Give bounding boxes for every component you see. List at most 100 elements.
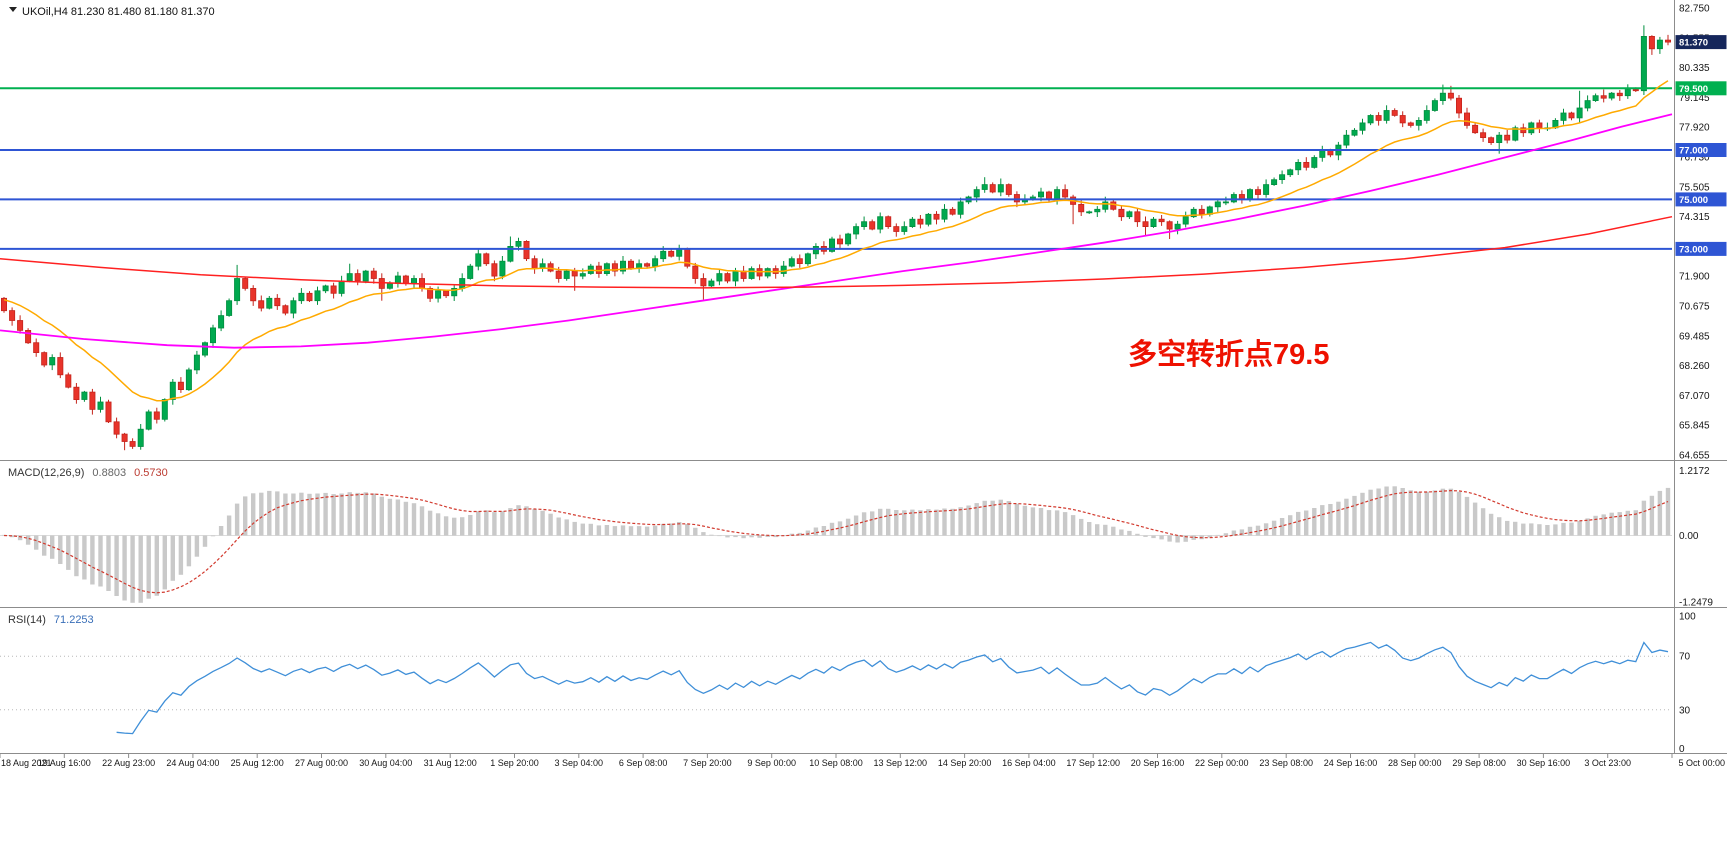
macd-histogram-bar (1038, 508, 1044, 536)
candle-up (1263, 184, 1270, 195)
time-axis-label: 9 Sep 00:00 (747, 758, 796, 768)
candle-down (113, 421, 120, 435)
macd-histogram-bar (1416, 491, 1421, 536)
macd-histogram-bar (1408, 490, 1413, 536)
candle-down (1198, 208, 1205, 215)
candle-up (161, 399, 168, 420)
time-axis-label: 22 Aug 23:00 (102, 758, 155, 768)
candle-up (185, 369, 192, 391)
candle-up (1271, 179, 1278, 185)
candle-down (1375, 115, 1382, 121)
candle-up (845, 233, 852, 245)
candle-up (804, 253, 811, 265)
macd-histogram-bar (1247, 526, 1253, 536)
candle-down (33, 342, 40, 354)
candle-up (451, 287, 458, 297)
price-axis-label: 80.335 (1679, 63, 1710, 74)
candle-up (394, 275, 401, 284)
candle-down (1110, 201, 1117, 210)
candle-up (788, 258, 795, 267)
macd-histogram-bar (202, 535, 208, 547)
macd-histogram-bar (556, 517, 561, 536)
macd-histogram-bar (1215, 534, 1220, 536)
candle-down (1158, 218, 1165, 223)
macd-histogram-bar (1111, 526, 1116, 536)
macd-histogram-bar (1440, 488, 1446, 536)
candle-down (1464, 112, 1471, 126)
candle-up (1295, 161, 1302, 171)
macd-histogram-bar (1432, 490, 1438, 536)
candle-up (620, 260, 627, 272)
macd-histogram-bar (122, 535, 127, 601)
candle-down (483, 253, 490, 265)
time-axis-label: 7 Sep 20:00 (683, 758, 732, 768)
time-axis-label: 27 Aug 00:00 (295, 758, 348, 768)
candle-up (1367, 115, 1374, 124)
candle-up (1383, 110, 1390, 121)
candle-down (869, 221, 876, 230)
horizontal-level-lines[interactable] (0, 87, 1672, 250)
macd-histogram-bar (90, 535, 95, 585)
macd-histogram-bar (845, 518, 851, 536)
candle-down (121, 433, 128, 442)
candle-up (909, 218, 916, 227)
macd-histogram-bar (749, 535, 754, 538)
macd-histogram-bar (725, 535, 730, 538)
macd-histogram-bar (331, 494, 336, 536)
macd-histogram-bar (146, 535, 151, 599)
candle-down (555, 270, 562, 279)
candle-down (1303, 161, 1310, 168)
macd-histogram-bar (733, 535, 738, 538)
time-axis-label: 31 Aug 12:00 (424, 758, 477, 768)
candle-down (837, 238, 844, 245)
macd-histogram-bar (532, 509, 537, 536)
macd-histogram-bar (492, 512, 497, 536)
macd-histogram-bar (1448, 488, 1454, 536)
macd-histogram-bar (1288, 515, 1293, 536)
price-axis[interactable]: 82.75081.55580.33579.14577.92076.73075.5… (1679, 4, 1710, 462)
candle-down (523, 240, 530, 260)
candle-down (282, 305, 289, 314)
candle-down (57, 357, 64, 376)
macd-histogram-bar (154, 535, 159, 596)
price-axis-label: 65.845 (1679, 421, 1710, 432)
candle-up (169, 381, 176, 400)
time-axis-label: 29 Sep 08:00 (1452, 758, 1506, 768)
macd-histogram-bar (1279, 518, 1285, 536)
macd-histogram-bar (1625, 510, 1630, 536)
candle-up (193, 354, 200, 371)
candle-down (1407, 122, 1414, 126)
price-axis-label: 68.260 (1679, 361, 1710, 372)
macd-histogram-bar (1392, 486, 1397, 536)
candle-down (547, 263, 554, 272)
candle-up (314, 290, 321, 302)
macd-histogram-bar (894, 510, 899, 536)
candle-down (73, 386, 80, 401)
macd-histogram-bar (291, 493, 296, 536)
turning-point-annotation: 多空转折点79.5 (1128, 337, 1329, 371)
time-axis-label: 17 Sep 12:00 (1066, 758, 1120, 768)
macd-histogram-bar (572, 521, 577, 536)
macd-histogram-bar (1657, 490, 1663, 536)
macd-histogram-bar (1103, 524, 1108, 536)
macd-histogram-bar (468, 515, 473, 536)
macd-histogram-bar (588, 523, 593, 536)
macd-histogram-bar (1062, 512, 1068, 536)
candle-up (266, 297, 273, 309)
candle-up (1190, 208, 1197, 218)
macd-histogram-bar (267, 490, 272, 536)
candle-down (724, 273, 731, 282)
macd-histogram-bar (1641, 500, 1647, 536)
macd-histogram-bar (1175, 535, 1180, 543)
macd-histogram-bar (130, 535, 135, 603)
symbol-marker-icon[interactable] (9, 7, 17, 12)
macd-histogram-bar (1, 534, 7, 536)
macd-histogram-bar (419, 506, 425, 536)
candle-up (812, 245, 819, 255)
macd-histogram-bar (371, 493, 376, 536)
macd-histogram-bar (243, 496, 248, 536)
candle-up (322, 285, 329, 292)
macd-histogram-bar (508, 508, 513, 536)
